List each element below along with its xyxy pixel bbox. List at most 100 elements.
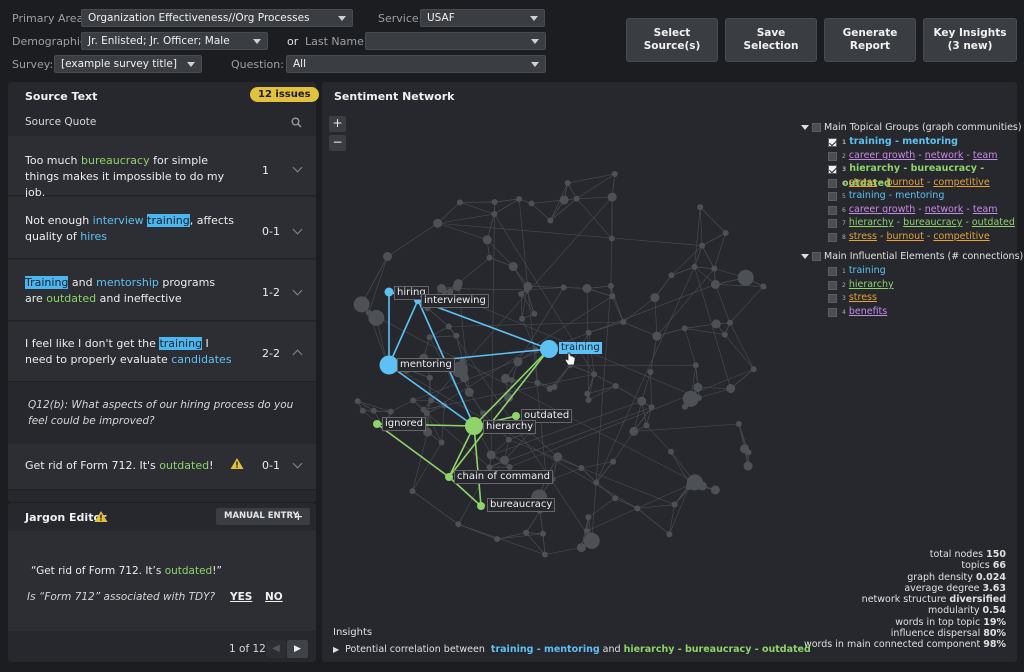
background-edge [641,371,651,402]
group-checkbox[interactable] [828,179,837,188]
list-item[interactable]: I feel like I don't get the training I n… [8,322,316,382]
background-edge [633,401,643,432]
background-node [370,407,377,414]
background-node [433,218,443,228]
element-checkbox[interactable] [828,281,837,290]
group-checkbox[interactable] [828,152,837,161]
insight-item[interactable]: ▶ Potential correlation between training … [333,644,811,655]
primary-area-select[interactable]: Organization Effectiveness//Org Processe… [81,9,353,27]
service-select[interactable]: USAF [420,9,545,27]
background-node [629,426,639,436]
background-node [634,505,641,512]
generate-report-button[interactable]: Generate Report [824,18,916,62]
list-item[interactable]: Not enough interview training, affects q… [8,197,316,259]
background-edge [441,405,445,443]
no-button[interactable]: NO [265,591,283,603]
background-edge [509,368,754,468]
background-node [523,281,533,291]
background-node [647,369,654,376]
groups-checkbox[interactable] [812,123,821,132]
search-icon[interactable] [291,117,302,128]
background-edge [684,323,717,329]
background-edge [539,510,544,534]
background-node [368,309,385,326]
issues-badge[interactable]: 12 issues [250,87,319,102]
node-label-chain-of-command: chain of command [454,470,553,484]
background-edge [390,400,414,412]
node-chain-of-command[interactable] [445,473,453,481]
group-item: 5 training - mentoring [842,190,945,201]
zoom-in-button[interactable]: + [329,116,346,132]
background-edge [654,297,658,337]
plus-icon: + [293,510,303,523]
node-mentoring[interactable] [379,355,399,375]
node-training[interactable] [540,340,558,358]
node-outdated[interactable] [512,412,520,420]
group-checkbox[interactable] [828,192,837,201]
collapse-icon[interactable] [801,125,809,130]
list-item[interactable]: Training and mentorship programs are out… [8,260,316,321]
background-node [667,448,674,455]
question-select[interactable]: All [286,55,546,73]
primary-area-label: Primary Area: [12,12,88,25]
group-checkbox[interactable] [828,206,837,215]
prev-page-button[interactable]: ◀ [266,640,286,658]
chevron-down-icon[interactable] [292,458,303,469]
background-edge [623,321,658,337]
group-checkbox[interactable] [828,165,837,174]
groups-title: Main Topical Groups (graph communities) [824,122,1022,133]
quote-text: Get rid of Form 712. It's outdated! [25,459,214,472]
chevron-down-icon[interactable] [292,162,303,173]
survey-select[interactable]: [example survey title] [54,55,202,73]
background-edge [694,266,716,285]
list-item[interactable]: Too much bureaucracy for simple things m… [8,136,316,199]
quote-text: Training and mentorship programs are out… [25,276,216,305]
background-node [584,390,591,397]
select-sources-button[interactable]: Select Source(s) [626,18,718,62]
zoom-out-button[interactable]: − [329,135,346,151]
chevron-down-icon[interactable] [292,285,303,296]
primary-area-value: Organization Effectiveness//Org Processe… [88,12,310,24]
jargon-quote: “Get rid of Form 712. It’s outdated!” [31,565,222,577]
group-checkbox[interactable] [828,138,837,147]
chevron-down-icon[interactable] [292,224,303,235]
node-hiring[interactable] [384,287,394,297]
background-node [353,296,370,313]
node-label-training: training [559,342,602,354]
background-node [560,284,567,291]
last-name-select[interactable] [365,32,546,50]
node-ignored[interactable] [373,420,381,428]
save-selection-button[interactable]: Save Selection [725,18,817,62]
group-checkbox[interactable] [828,219,837,228]
pager-label: 1 of 12 [229,643,266,655]
next-page-button[interactable]: ▶ [287,640,308,658]
background-edge [588,497,616,518]
background-edge [656,268,715,337]
background-edge [437,202,461,224]
demographic-label: Demographic: [12,35,90,48]
element-checkbox[interactable] [828,308,837,317]
node-hierarchy[interactable] [465,417,483,435]
source-text-title: Source Text [25,90,98,103]
influential-checkbox[interactable] [812,252,821,261]
node-label-hiring: hiring [394,286,429,300]
list-item[interactable]: Get rid of Form 712. It's outdated! 0-1 [8,444,316,490]
background-node [609,293,616,300]
background-edge [508,439,675,505]
manual-entry-button[interactable]: MANUAL ENTRY + [216,508,310,525]
element-checkbox[interactable] [828,267,837,276]
group-checkbox[interactable] [828,233,837,242]
background-edge [570,364,595,375]
background-edge [550,182,569,221]
demographic-select[interactable]: Jr. Enlisted; Jr. Officer; Male [81,32,268,50]
background-node [409,488,416,495]
network-graph[interactable] [322,110,802,610]
chevron-up-icon[interactable] [292,349,303,360]
yes-button[interactable]: YES [230,591,253,603]
background-edge [489,406,652,468]
background-edge [456,335,464,361]
collapse-icon[interactable] [801,254,809,259]
key-insights-button[interactable]: Key Insights (3 new) [923,18,1017,62]
element-checkbox[interactable] [828,294,837,303]
node-bureaucracy[interactable] [477,502,485,510]
